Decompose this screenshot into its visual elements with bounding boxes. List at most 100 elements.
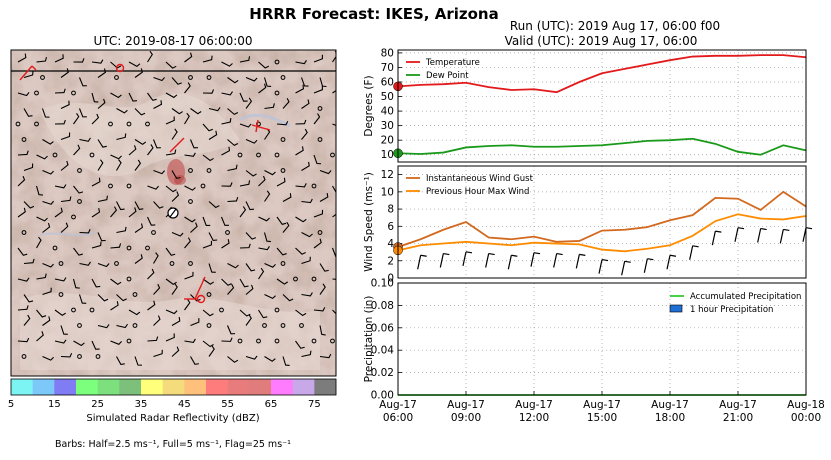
run-title: Run (UTC): 2019 Aug 17, 06:00 f00 [510,19,720,33]
wind-barb [110,340,122,345]
wind-barb [239,278,249,288]
wind-barb [239,180,251,187]
wind-barb [779,228,790,244]
wind-barb [60,68,69,78]
calm-marker [71,90,76,96]
wind-barb [184,338,196,344]
wind-barb [313,238,322,249]
wind-barb [78,108,87,118]
wind-barb [263,77,272,87]
wind-barb [134,223,144,233]
wind-barb [295,119,307,125]
wind-barb [73,340,85,347]
y-tick-label: 10 [381,149,394,161]
wind-barb [711,230,722,246]
wind-barb [128,145,137,156]
y-tick-label: 20 [381,135,394,147]
wind-barb [171,77,182,85]
wind-barb [116,133,127,141]
wind-barb [60,100,70,109]
wind-barb [54,309,66,316]
wind-barb [245,97,253,109]
calm-marker [337,324,341,328]
legend-swatch [669,304,683,313]
calm-marker [71,214,76,220]
panel-frame [397,49,807,163]
wind-barb [313,209,324,218]
calm-marker [188,168,193,173]
wind-barb [221,91,233,96]
x-tick-label: Aug-17 [515,399,553,411]
calm-marker [274,90,280,96]
wind-barb [36,57,48,63]
calm-marker [52,245,58,251]
wind-barb [128,92,138,102]
calm-marker [206,323,212,328]
y-tick-label: 0.02 [371,367,394,379]
wind-barb [36,236,42,249]
wind-barb [91,340,100,350]
wind-barb [42,222,51,233]
colorbar-swatch [97,379,120,395]
calm-marker [114,75,119,80]
wind-barb [227,263,239,269]
panel-precipitation: 0.00 0.02 0.04 0.06 0.08 0.10 Accumulated Prec… [363,278,825,425]
wind-barb [165,278,177,285]
colorbar-swatch [76,379,98,395]
colorbar-swatch [184,379,207,395]
calm-marker [77,323,82,328]
wind-barb [190,294,201,302]
wind-barb [54,119,66,125]
wind-barb [110,243,122,249]
wind-barb [239,206,247,218]
calm-marker [237,338,243,344]
colorbar-swatch [314,379,337,395]
wind-barb [245,138,258,144]
wind-barb [264,103,275,110]
wind-barb [332,213,336,218]
wind-barb [171,283,178,295]
wind-barb [165,149,177,156]
y-tick-label: 0.00 [371,390,394,402]
wind-barb [60,196,72,203]
wind-barb [802,227,813,242]
calm-marker [293,276,298,282]
wind-barb [208,130,218,140]
wind-barb [295,340,305,349]
wind-barb [258,216,270,222]
wind-barb [73,247,83,256]
wind-barb [202,89,215,94]
wind-barb [220,216,229,226]
wind-barb [153,349,163,358]
wind-barb [189,139,198,149]
wind-barb [530,252,541,267]
wind-barb [165,309,178,315]
wind-barb [36,273,47,280]
wind-barb [313,113,321,125]
wind-barb [97,98,106,109]
map-wind-barbs [15,50,346,366]
wind-barb [313,307,326,312]
calm-marker [89,307,95,313]
wind-barb [264,356,276,362]
calm-marker [311,276,317,282]
wind-barb [227,139,239,147]
wind-barb [245,232,257,240]
wind-barb [73,144,81,156]
colorbar-swatch [11,379,33,395]
calm-marker [58,292,64,297]
legend: Accumulated Precipitation 1 hour Precipit… [669,292,801,315]
wind-barb [147,144,154,156]
wind-barb [134,159,142,171]
wind-barb [757,227,767,243]
wind-barb [295,84,305,94]
wind-barb [339,347,346,356]
wind-barb [116,108,128,114]
wind-barb [42,139,54,145]
wind-barb [227,283,235,295]
wind-barb [78,294,87,304]
wind-barb [54,277,67,282]
panel-wind: 0 2 4 6 8 10 12 Instantaneous Wind Gust Previous… [363,165,813,285]
wind-barb [301,292,313,297]
y-axis-label: Degrees (F) [363,75,375,136]
